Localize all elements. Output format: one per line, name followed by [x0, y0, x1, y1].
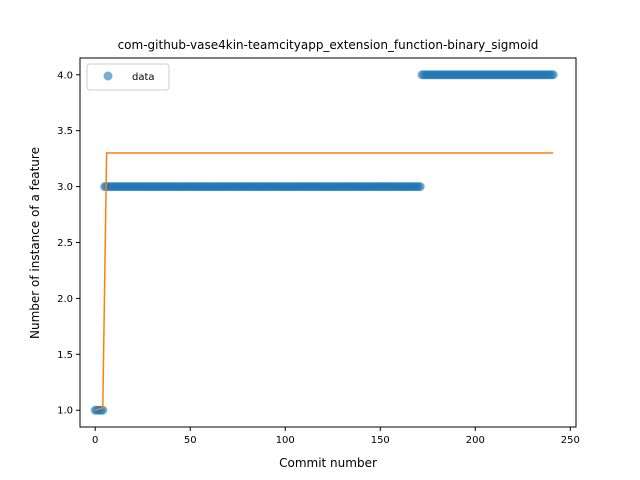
y-tick-label: 1.5: [57, 350, 73, 361]
y-tick-label: 3.0: [57, 182, 73, 193]
chart-title: com-github-vase4kin-teamcityapp_extensio…: [118, 38, 539, 52]
x-tick-label: 0: [92, 435, 98, 446]
x-tick-label: 50: [184, 435, 197, 446]
legend-label: data: [132, 72, 155, 83]
y-tick-label: 1.0: [57, 406, 73, 417]
data-point: [415, 182, 425, 192]
legend: data: [86, 63, 170, 91]
y-tick-label: 2.5: [57, 238, 73, 249]
y-axis-label: Number of instance of a feature: [28, 147, 42, 339]
x-tick-label: 250: [561, 435, 580, 446]
plot-area: [90, 70, 558, 415]
x-tick-label: 200: [466, 435, 485, 446]
legend-marker: [103, 71, 113, 81]
y-axis: 1.0 1.5 2.0 2.5 3.0 3.5 4.0: [57, 70, 80, 417]
x-tick-label: 100: [276, 435, 295, 446]
x-tick-label: 150: [371, 435, 390, 446]
legend-box: [86, 63, 170, 91]
y-tick-label: 4.0: [57, 70, 73, 81]
x-axis-label: Commit number: [279, 456, 377, 470]
fit-line: [94, 152, 554, 411]
axes-frame: [79, 57, 577, 428]
y-tick-label: 2.0: [57, 294, 73, 305]
data-point: [548, 70, 558, 80]
y-tick-label: 3.5: [57, 126, 73, 137]
x-axis: 0 50 100 150 200 250: [92, 427, 580, 446]
